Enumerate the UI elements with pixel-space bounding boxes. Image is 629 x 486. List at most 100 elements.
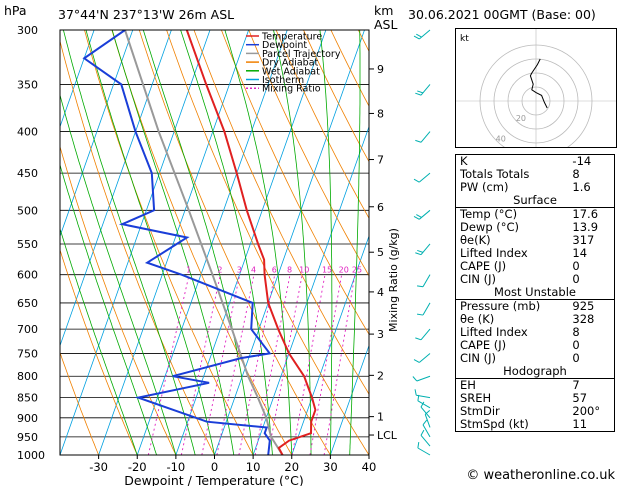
hodograph-row: EH 7: [456, 379, 615, 393]
wind-barbs: [412, 29, 431, 456]
index-label: SREH: [460, 391, 492, 405]
index-value: 0: [572, 272, 580, 286]
legend-label: Wet Adiabat: [262, 66, 320, 77]
wind-barb: [416, 375, 431, 382]
section-title-row: Most Unstable: [455, 286, 615, 300]
wind-barb-flag: [416, 313, 424, 316]
height-tick-label: 7: [377, 154, 384, 167]
wind-barb-flag: [413, 215, 420, 220]
index-value: 8: [572, 167, 580, 181]
wind-barb-flag: [412, 376, 418, 382]
isotherm: [60, 30, 172, 347]
mixing-ratio-label: 15: [322, 266, 332, 275]
copyright: © weatheronline.co.uk: [466, 468, 615, 483]
height-tick-label: 2: [377, 369, 384, 382]
height-tick-label: 9: [377, 63, 384, 76]
wind-barb: [422, 424, 431, 438]
pressure-tick-label: 700: [17, 323, 38, 336]
wind-barb-flag: [417, 249, 424, 253]
height-tick-label: 3: [377, 328, 384, 341]
hodograph-panel: kt 20 40: [455, 28, 617, 158]
most-unstable-row: CIN (J) 0: [456, 352, 615, 365]
index-label: StmSpd (kt): [460, 417, 529, 431]
most-unstable-row: Lifted Index 8: [456, 326, 615, 339]
index-label: StmDir: [460, 404, 500, 418]
index-value: 0: [572, 259, 580, 273]
x-tick-label: 10: [246, 460, 261, 474]
section-title: Most Unstable: [455, 286, 615, 300]
section-title-row: Surface: [455, 194, 615, 208]
wet-adiabat: [180, 30, 273, 455]
wind-barb: [420, 406, 431, 419]
section-title: Surface: [455, 194, 615, 208]
dry-adiabat: [60, 248, 138, 455]
height-tick-label: 5: [377, 246, 384, 259]
mixing-ratio-line: [216, 274, 255, 455]
pressure-tick-label: 950: [17, 431, 38, 444]
wet-adiabat: [319, 30, 333, 455]
mixing-ratio-line: [201, 274, 241, 455]
dry-adiabat: [275, 30, 369, 220]
mixing-ratio-label: 20: [339, 266, 349, 275]
isotherm: [136, 30, 288, 455]
dewpoint-line: [82, 30, 272, 455]
x-axis-title: Dewpoint / Temperature (°C): [124, 473, 303, 486]
index-label: EH: [460, 378, 476, 392]
pressure-tick-label: 350: [17, 78, 38, 91]
index-value: 200°: [572, 404, 601, 418]
surface-row: CIN (J) 0: [456, 273, 615, 286]
pressure-tick-label: 450: [17, 167, 38, 180]
wind-barb: [424, 414, 431, 428]
most-unstable-row: CAPE (J) 0: [456, 339, 615, 352]
wind-barb: [420, 243, 431, 256]
plot-frame: [59, 29, 370, 456]
mixing-ratio-label: 6: [272, 266, 277, 275]
x-tick-label: -30: [89, 460, 108, 474]
height-tick-label: 6: [377, 201, 384, 214]
index-label: Dewp (°C): [460, 220, 520, 234]
wind-barb: [417, 447, 431, 456]
surface-row: CAPE (J) 0: [456, 260, 615, 273]
wind-barb-flag: [413, 178, 420, 183]
wet-adiabat: [60, 227, 138, 455]
mixing-ratio-label: 2: [217, 266, 222, 275]
pressure-tick-label: 500: [17, 204, 38, 217]
index-value: 14: [572, 246, 588, 260]
asl-unit-label: ASL: [374, 17, 398, 32]
legend-label: Dry Adiabat: [262, 58, 319, 69]
index-label: CIN (J): [460, 351, 497, 365]
wet-adiabat: [111, 30, 235, 455]
wind-barb: [418, 209, 431, 220]
dry-adiabat: [84, 30, 254, 455]
axes: 3003504004505005506006507007508008509009…: [17, 24, 400, 486]
index-row: Totals Totals 8: [456, 168, 615, 181]
hodograph-trace: [529, 58, 548, 109]
x-tick-label: -10: [166, 460, 185, 474]
legend-label: Parcel Trajectory: [262, 49, 341, 60]
wind-barb: [416, 394, 431, 399]
wind-barb-flag: [415, 252, 422, 256]
index-label: Lifted Index: [460, 325, 528, 339]
pressure-tick-label: 600: [17, 269, 38, 282]
legend-label: Dewpoint: [262, 40, 307, 51]
isotherm: [252, 125, 369, 455]
wind-barb-flag: [420, 401, 425, 408]
index-label: θe(K): [460, 233, 491, 247]
isotherm: [329, 344, 369, 455]
wind-barb: [418, 172, 431, 183]
pressure-tick-label: 650: [17, 297, 38, 310]
hodograph-ring-label: 20: [516, 114, 526, 123]
profile-traces: [82, 30, 317, 455]
index-value: 0: [572, 351, 580, 365]
x-tick-label: 30: [323, 460, 338, 474]
km-unit-label: km: [374, 3, 394, 18]
mixing-ratio-line: [180, 274, 221, 455]
index-row: PW (cm) 1.6: [456, 181, 615, 194]
wind-barb-flag: [417, 441, 420, 449]
surface-row: Temp (°C) 17.6: [456, 208, 615, 222]
wind-barb: [420, 328, 431, 341]
indices-table: K -14 Totals Totals 8 PW (cm) 1.6 Surface Temp …: [455, 154, 615, 432]
index-value: 57: [572, 391, 588, 405]
